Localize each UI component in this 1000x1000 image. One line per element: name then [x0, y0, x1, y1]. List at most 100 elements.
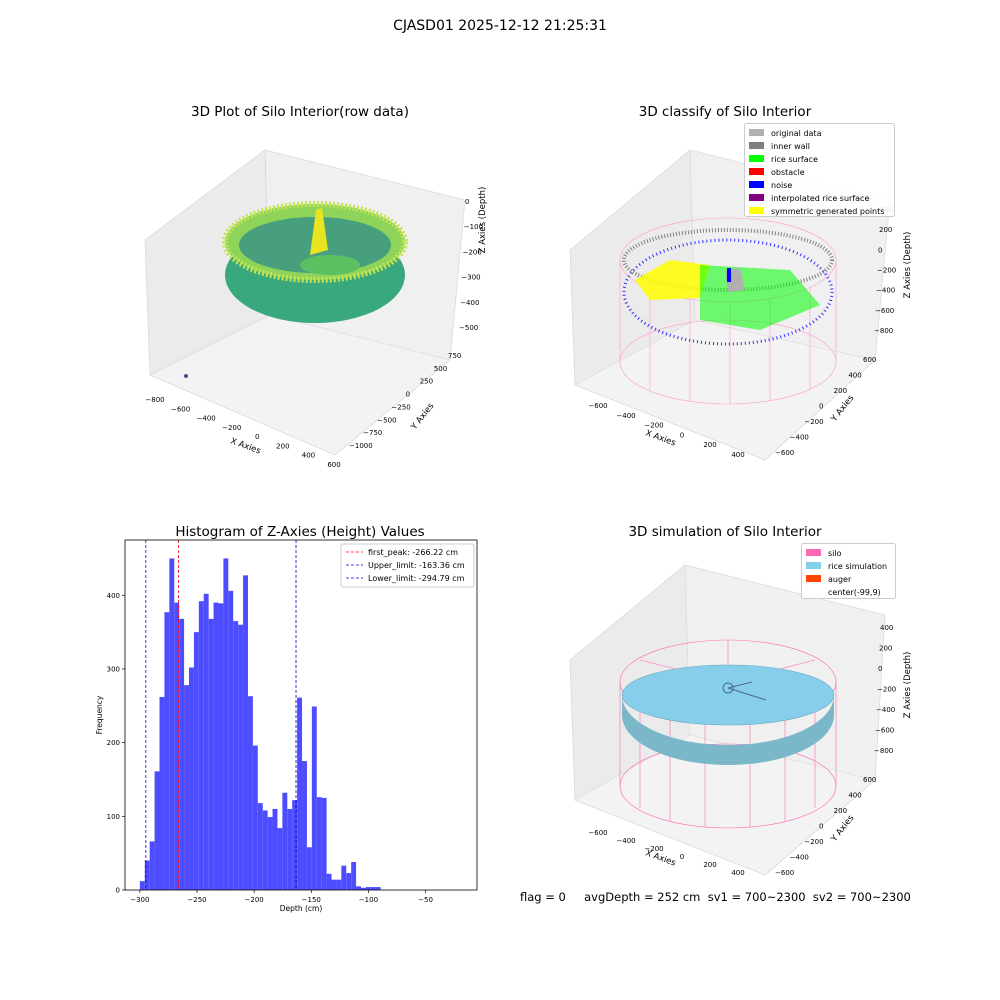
axis-tick-label: −250 — [391, 403, 410, 411]
legend-label: interpolated rice surface — [771, 194, 869, 203]
axis-tick-label: −400 — [790, 854, 809, 862]
axis-tick-label: −400 — [790, 434, 809, 442]
histogram-bar — [184, 685, 189, 890]
histogram-bar — [262, 810, 268, 890]
histogram-bar — [302, 761, 307, 890]
axis-tick-label: −800 — [874, 747, 893, 755]
axis-tick-label: 0 — [819, 403, 823, 411]
axis-tick-label: −600 — [588, 829, 607, 837]
histogram-bar — [346, 873, 352, 890]
axis-tick-label: −400 — [197, 415, 216, 423]
axis-tick-label: 600 — [863, 356, 876, 364]
panel1-surface-cloud — [222, 201, 408, 323]
histogram-xtick-label: −100 — [359, 896, 378, 904]
panel4-ylabel: Y Axies — [829, 813, 857, 845]
axis-tick-label: 0 — [680, 853, 684, 861]
panel4-3d-simulation: −600−400−20002004006004002000−200−400−60… — [569, 564, 913, 877]
panel4-legend: silo rice simulation auger center(-99,9) — [801, 543, 896, 599]
axis-tick-label: −500 — [459, 324, 478, 332]
histogram-ylabel: Frequency — [95, 695, 104, 734]
axis-tick-label: −200 — [222, 424, 241, 432]
panel1-ylabel: Y Axies — [409, 401, 437, 433]
axis-tick-label: 200 — [703, 441, 716, 449]
axis-tick-label: −200 — [804, 418, 823, 426]
histogram-bar — [267, 817, 273, 890]
histogram-bar — [189, 667, 194, 890]
histogram-bar — [247, 696, 253, 890]
legend-label: rice surface — [771, 155, 818, 164]
axis-tick-label: −500 — [377, 416, 396, 424]
axis-tick-label: −600 — [875, 307, 894, 315]
histogram-bar — [193, 632, 199, 890]
axis-tick-label: 600 — [863, 776, 876, 784]
axis-tick-label: 400 — [848, 372, 861, 380]
axis-tick-label: 0 — [465, 198, 469, 206]
histogram-xlabel: Depth (cm) — [280, 904, 323, 913]
panel4-title: 3D simulation of Silo Interior — [628, 524, 822, 540]
legend-swatch — [749, 129, 764, 136]
axis-tick-label: 400 — [848, 792, 861, 800]
axis-tick-label: −800 — [145, 396, 164, 404]
panel4-auger — [722, 681, 767, 701]
histogram-ytick-label: 100 — [107, 813, 120, 821]
histogram-bar — [179, 618, 185, 890]
panel2-classified-points — [622, 228, 834, 346]
axis-tick-label: 200 — [834, 387, 847, 395]
histogram-bar — [311, 706, 317, 890]
legend-swatch — [806, 549, 821, 556]
histogram-ytick-label: 400 — [107, 592, 120, 600]
axis-tick-label: −200 — [877, 686, 896, 694]
axis-tick-label: 0 — [406, 391, 410, 399]
histogram-bar — [223, 558, 229, 890]
panel1-outlier-point — [184, 374, 188, 378]
histogram-bar — [336, 879, 342, 890]
legend-swatch — [749, 181, 764, 188]
histogram-bar — [208, 618, 214, 890]
histogram-legend-label: Lower_limit: -294.79 cm — [368, 574, 465, 583]
histogram-xtick-label: −200 — [245, 896, 264, 904]
panel1-zlabel: Z Axies (Depth) — [478, 187, 488, 254]
histogram-legend-label: Upper_limit: -163.36 cm — [368, 561, 465, 570]
histogram-bar — [198, 601, 204, 890]
histogram-bar — [164, 612, 170, 890]
histogram-bar — [218, 603, 224, 890]
histogram-bar — [321, 797, 327, 890]
legend-label: silo — [828, 549, 842, 558]
histogram-chart: −300 −250 −200 −150 −100 −50 0 100 200 300 400 De… — [95, 539, 478, 913]
histogram-bar — [375, 887, 381, 890]
legend-swatch — [806, 562, 821, 569]
axis-tick-label: 200 — [703, 861, 716, 869]
histogram-bar — [316, 797, 322, 890]
legend-swatch — [749, 168, 764, 175]
histogram-bar — [174, 602, 180, 890]
histogram-bar — [213, 602, 219, 890]
axis-tick-label: −1000 — [349, 442, 373, 450]
axis-tick-label: 0 — [680, 431, 684, 439]
histogram-bar — [139, 881, 145, 890]
histogram-bar — [203, 593, 209, 890]
histogram-legend-label: first_peak: -266.22 cm — [368, 548, 458, 557]
axis-tick-label: 500 — [434, 365, 447, 373]
histogram-bar — [149, 841, 155, 890]
panel4-zlabel: Z Axies (Depth) — [903, 652, 913, 719]
histogram-bar — [292, 800, 298, 890]
axis-tick-label: −400 — [876, 706, 895, 714]
histogram-bar — [252, 745, 258, 890]
histogram-bar — [356, 886, 361, 890]
legend-swatch — [749, 142, 764, 149]
legend-swatch — [749, 194, 764, 201]
histogram-ytick-label: 0 — [116, 887, 120, 895]
axis-tick-label: −200 — [644, 845, 663, 853]
axis-tick-label: −750 — [363, 429, 382, 437]
histogram-bar — [159, 696, 165, 890]
histogram-ytick-label: 300 — [107, 665, 120, 673]
axis-tick-label: 750 — [448, 352, 461, 360]
histogram-bar — [287, 808, 293, 890]
axis-tick-label: −400 — [616, 412, 635, 420]
axis-tick-label: −100 — [464, 223, 483, 231]
axis-tick-label: −600 — [588, 402, 607, 410]
axis-tick-label: 600 — [327, 461, 340, 469]
histogram-ytick-label: 200 — [107, 739, 120, 747]
histogram-bar — [154, 771, 160, 890]
histogram-bar — [306, 847, 312, 890]
